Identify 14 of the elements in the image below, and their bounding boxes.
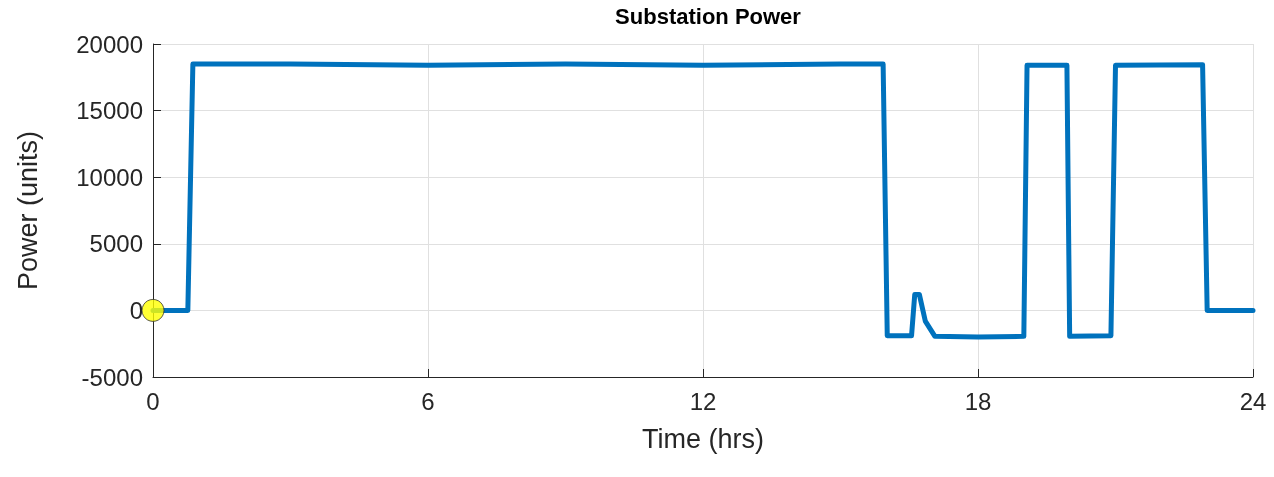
y-tick-label: -5000 [81, 363, 143, 391]
y-tick-label: 20000 [76, 30, 143, 58]
y-axis-title: Power (units) [12, 130, 43, 291]
chart-title: Substation Power [615, 3, 802, 29]
x-tick-label: 24 [1239, 387, 1267, 415]
x-axis-title: Time (hrs) [642, 423, 764, 454]
x-tick-label: 0 [146, 387, 160, 415]
y-tick-label: 5000 [89, 230, 143, 258]
y-tick-label: 0 [129, 296, 143, 324]
x-tick-label: 18 [964, 387, 992, 415]
y-tick-label: 15000 [76, 97, 143, 125]
x-tick-label: 6 [421, 387, 435, 415]
y-tick-label: 10000 [76, 163, 143, 191]
x-tick-label: 12 [689, 387, 717, 415]
